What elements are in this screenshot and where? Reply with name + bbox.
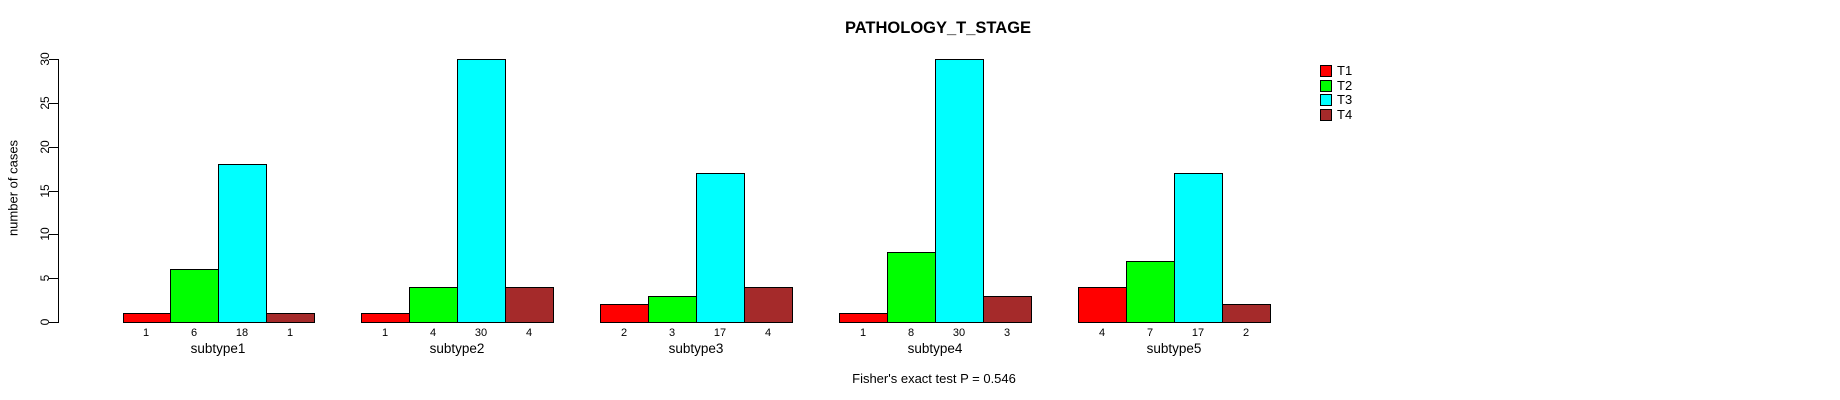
bar-value-label: 4 xyxy=(1098,327,1106,339)
y-tick-label: 20 xyxy=(38,140,52,154)
bar xyxy=(457,59,506,323)
legend-swatch xyxy=(1320,108,1332,121)
y-tick-mark xyxy=(49,59,58,60)
bar xyxy=(361,313,410,323)
legend-item: T3 xyxy=(1320,93,1352,106)
y-tick-mark xyxy=(49,103,58,104)
bar-value-label: 30 xyxy=(474,327,488,339)
legend-label: T2 xyxy=(1337,78,1353,93)
category-label: subtype4 xyxy=(907,341,963,356)
bar-value-label: 2 xyxy=(1242,327,1250,339)
fisher-test-annotation: Fisher's exact test P = 0.546 xyxy=(852,371,1016,386)
y-tick-mark xyxy=(49,278,58,279)
bar-value-label: 3 xyxy=(1003,327,1011,339)
bar-value-label: 17 xyxy=(713,327,727,339)
category-label: subtype5 xyxy=(1146,341,1202,356)
y-tick-mark xyxy=(49,191,58,192)
bar-value-label: 3 xyxy=(668,327,676,339)
bar-value-label: 6 xyxy=(190,327,198,339)
bar xyxy=(648,296,697,323)
bar xyxy=(123,313,171,323)
legend-swatch xyxy=(1320,79,1332,92)
bar xyxy=(744,287,793,323)
legend-swatch xyxy=(1320,64,1332,77)
chart-title: PATHOLOGY_T_STAGE xyxy=(844,19,1032,37)
y-tick-mark xyxy=(49,147,58,148)
bar-value-label: 1 xyxy=(286,327,294,339)
bar xyxy=(1126,261,1175,323)
y-tick-mark xyxy=(49,234,58,235)
y-tick-label: 15 xyxy=(38,184,52,198)
legend-item: T4 xyxy=(1320,108,1352,121)
bar xyxy=(170,269,219,323)
bar xyxy=(887,252,936,323)
legend-item: T2 xyxy=(1320,79,1352,92)
bar xyxy=(983,296,1032,323)
bar xyxy=(696,173,745,323)
bar xyxy=(935,59,984,323)
y-tick-label: 0 xyxy=(38,318,52,326)
y-axis-line xyxy=(58,59,59,323)
bar-value-label: 18 xyxy=(235,327,249,339)
bar xyxy=(600,304,649,323)
y-tick-label: 25 xyxy=(38,96,52,110)
bar-value-label: 4 xyxy=(429,327,437,339)
legend-label: T3 xyxy=(1337,92,1353,107)
legend-label: T4 xyxy=(1337,107,1353,122)
bar xyxy=(266,313,315,323)
bar-value-label: 30 xyxy=(952,327,966,339)
bar xyxy=(218,164,267,323)
legend-label: T1 xyxy=(1337,63,1353,78)
bar-value-label: 17 xyxy=(1191,327,1205,339)
legend-swatch xyxy=(1320,93,1332,106)
y-tick-label: 30 xyxy=(38,52,52,66)
bar xyxy=(409,287,458,323)
bar xyxy=(505,287,554,323)
bar-value-label: 4 xyxy=(525,327,533,339)
bar xyxy=(1174,173,1223,323)
y-tick-mark xyxy=(49,322,58,323)
legend-item: T1 xyxy=(1320,64,1352,77)
y-axis-title: number of cases xyxy=(5,139,21,237)
bar-value-label: 7 xyxy=(1146,327,1154,339)
y-tick-label: 10 xyxy=(38,227,52,241)
y-tick-label: 5 xyxy=(38,274,52,282)
bar-value-label: 4 xyxy=(764,327,772,339)
category-label: subtype3 xyxy=(668,341,724,356)
bar-value-label: 2 xyxy=(620,327,628,339)
category-label: subtype2 xyxy=(429,341,485,356)
bar xyxy=(839,313,888,323)
bar-value-label: 1 xyxy=(859,327,867,339)
bar-value-label: 1 xyxy=(381,327,389,339)
bar-value-label: 8 xyxy=(907,327,915,339)
bar xyxy=(1222,304,1271,323)
bar-value-label: 1 xyxy=(142,327,150,339)
bar xyxy=(1078,287,1127,323)
category-label: subtype1 xyxy=(190,341,246,356)
